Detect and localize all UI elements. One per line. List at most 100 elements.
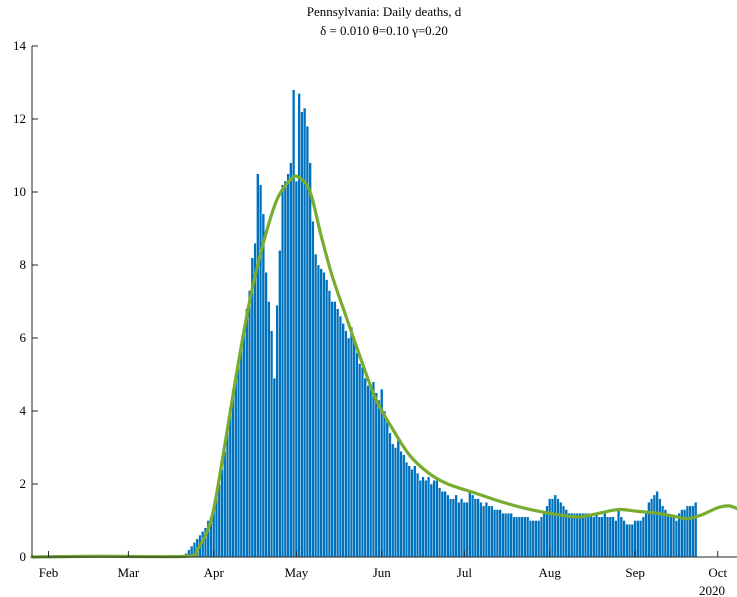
x-tick-label: Aug	[539, 565, 562, 580]
bar	[377, 399, 381, 558]
bar	[611, 516, 615, 558]
bar	[506, 513, 511, 558]
bar	[575, 513, 579, 558]
bar	[559, 502, 563, 558]
bar	[669, 516, 673, 558]
bar	[245, 308, 249, 558]
bar	[520, 516, 524, 558]
y-tick-label: 4	[20, 403, 27, 418]
bar	[413, 465, 417, 558]
bar	[344, 330, 348, 558]
bar	[581, 513, 585, 558]
bar	[322, 272, 326, 558]
y-tick-label: 0	[20, 549, 27, 564]
bar	[501, 513, 505, 558]
bar	[311, 220, 315, 558]
bar	[270, 330, 274, 558]
bar	[589, 513, 593, 558]
bar	[292, 89, 296, 558]
x-tick-label: Oct	[708, 565, 727, 580]
chart-subtitle: δ = 0.010 θ=0.10 γ=0.20	[320, 23, 448, 38]
y-tick-label: 12	[13, 111, 26, 126]
bar	[683, 509, 687, 558]
bar	[407, 465, 411, 558]
bar	[677, 513, 681, 558]
bar	[236, 359, 241, 558]
bar	[476, 498, 480, 558]
bar	[537, 520, 541, 558]
bar	[338, 315, 343, 558]
bar	[666, 513, 670, 558]
x-tick-label: Sep	[625, 565, 645, 580]
bar	[402, 454, 406, 558]
bar	[495, 509, 499, 558]
bar	[484, 502, 488, 558]
bar	[567, 513, 571, 558]
bar	[473, 498, 477, 558]
bar	[267, 301, 271, 558]
bar	[608, 516, 612, 558]
bar	[603, 513, 607, 558]
bar	[358, 363, 362, 558]
x-tick-label: Jun	[373, 565, 392, 580]
bar	[275, 304, 279, 558]
bar	[630, 523, 634, 558]
bar	[217, 483, 221, 558]
bar	[223, 450, 227, 558]
bar	[647, 502, 651, 558]
bar	[578, 513, 582, 558]
bar	[652, 494, 656, 558]
bar	[393, 447, 398, 558]
bar	[628, 523, 632, 558]
bar	[688, 505, 692, 558]
bar	[550, 498, 555, 558]
x-tick-label: Jul	[457, 565, 473, 580]
x-tick-label: Feb	[39, 565, 59, 580]
bar	[548, 498, 552, 558]
bar	[371, 381, 376, 558]
bar	[440, 491, 444, 558]
bar	[336, 308, 340, 558]
bar	[418, 480, 422, 558]
bar	[264, 272, 268, 558]
bar	[278, 250, 282, 558]
bar	[225, 425, 230, 558]
bar	[281, 184, 285, 558]
bar	[308, 162, 312, 558]
bar	[534, 520, 538, 558]
bar	[622, 520, 626, 558]
bar	[360, 367, 365, 558]
bar	[490, 505, 494, 558]
bar	[297, 93, 301, 558]
bar	[228, 407, 232, 558]
bar	[314, 253, 318, 558]
bar	[542, 513, 546, 558]
y-tick-label: 10	[13, 184, 26, 199]
bar	[341, 323, 345, 558]
bar	[457, 502, 461, 558]
bar	[319, 268, 323, 558]
bar	[396, 440, 400, 558]
x-tick-label: May	[284, 565, 308, 580]
x-year-label: 2020	[699, 583, 725, 597]
bar	[685, 505, 690, 558]
bar	[498, 509, 502, 558]
bar	[586, 513, 590, 558]
bar	[399, 450, 403, 558]
bar	[619, 516, 623, 558]
bar	[482, 505, 486, 558]
bar	[247, 290, 252, 558]
bar	[239, 345, 243, 558]
bar	[327, 290, 331, 558]
bar	[523, 516, 527, 558]
bar	[572, 513, 577, 558]
y-tick-label: 14	[13, 38, 27, 53]
x-tick-label: Apr	[204, 565, 225, 580]
bar	[388, 432, 392, 558]
plot-area	[30, 89, 737, 559]
bar	[509, 513, 513, 558]
bar	[256, 173, 260, 558]
bar	[374, 392, 378, 558]
bar	[471, 494, 475, 558]
bar	[446, 494, 450, 558]
